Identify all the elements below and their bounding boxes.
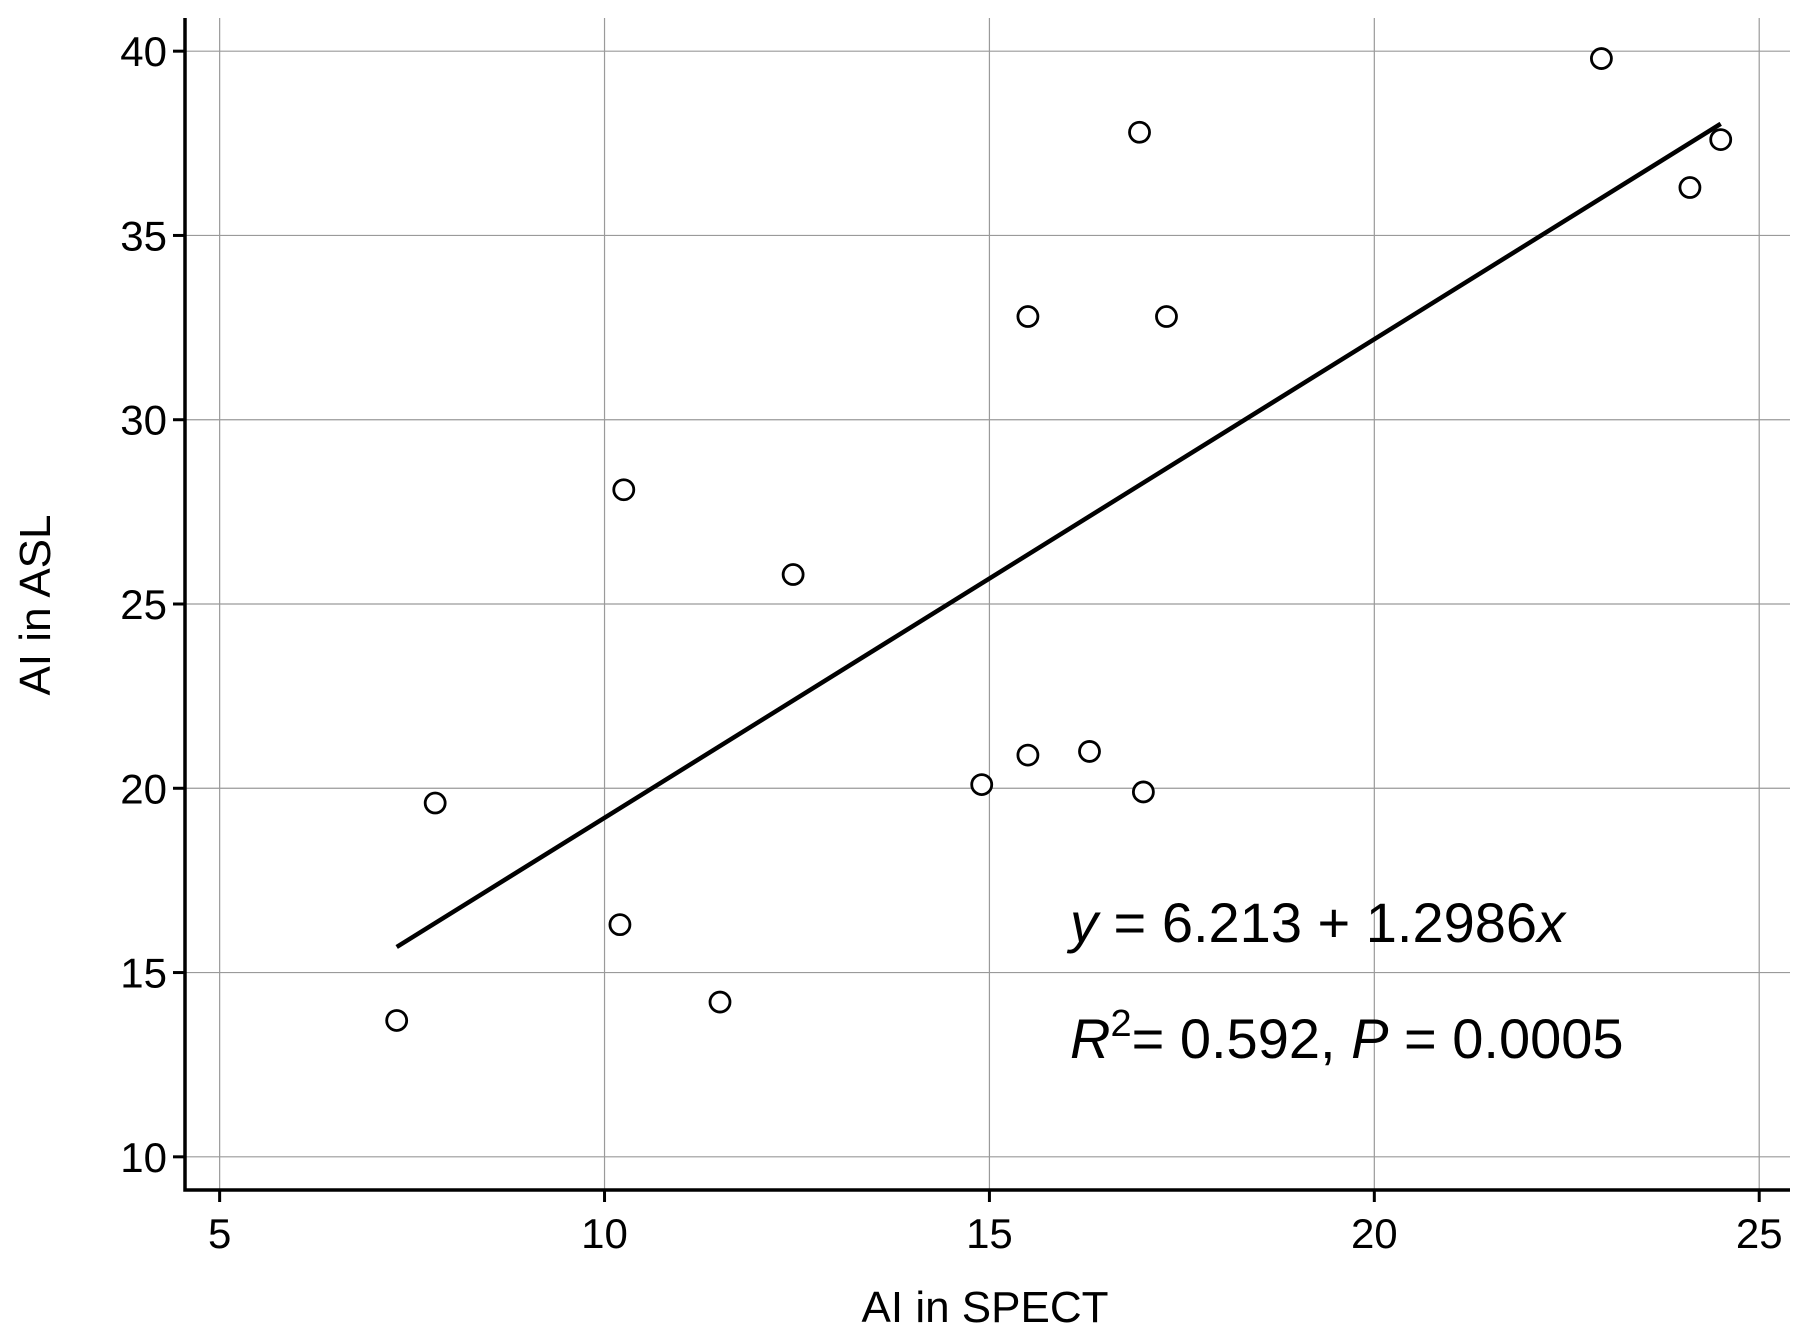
equation-body: = 6.213 + 1.2986 xyxy=(1098,891,1537,954)
data-point xyxy=(1709,128,1733,152)
stats-p-value: = 0.0005 xyxy=(1388,1007,1623,1070)
y-tick-label: 30 xyxy=(120,397,167,444)
data-point xyxy=(1078,740,1101,763)
grid xyxy=(185,18,1790,1190)
x-tick-label: 5 xyxy=(208,1210,231,1257)
ticks: 5 10 15 20 25 10 15 20 25 30 35 40 xyxy=(120,28,1782,1257)
data-point xyxy=(612,478,636,502)
stats-p-variable: P xyxy=(1351,1007,1388,1070)
x-axis-title: AI in SPECT xyxy=(862,1283,1109,1332)
x-tick-label: 15 xyxy=(966,1210,1013,1257)
data-point xyxy=(1131,780,1155,804)
data-points xyxy=(385,47,1733,1032)
data-point xyxy=(1678,176,1702,199)
y-tick-label: 40 xyxy=(120,28,167,75)
data-point xyxy=(608,913,632,937)
data-point xyxy=(385,1009,409,1032)
x-tick-label: 10 xyxy=(581,1210,628,1257)
x-tick-label: 20 xyxy=(1351,1210,1398,1257)
data-point xyxy=(1590,47,1613,70)
data-point xyxy=(1016,743,1040,767)
axis-frame xyxy=(183,18,1790,1192)
y-tick-label: 15 xyxy=(120,950,167,997)
x-tick-label: 25 xyxy=(1736,1210,1783,1257)
equation-x-variable: x xyxy=(1534,891,1567,954)
fit-line-group xyxy=(395,121,1722,949)
axes xyxy=(183,18,1790,1192)
regression-stats: R2= 0.592, P = 0.0005 xyxy=(1070,1003,1624,1070)
y-tick-label: 20 xyxy=(120,765,167,812)
stats-r-value: = 0.592, xyxy=(1132,1007,1352,1070)
y-tick-label: 35 xyxy=(120,212,167,259)
y-tick-label: 25 xyxy=(120,581,167,628)
data-point xyxy=(1016,305,1040,328)
stats-r-exponent: 2 xyxy=(1110,1003,1131,1045)
regression-equation: y = 6.213 + 1.2986x xyxy=(1066,891,1567,954)
data-point xyxy=(970,773,994,796)
stats-r-variable: R xyxy=(1070,1007,1110,1070)
data-point xyxy=(781,563,805,586)
equation-y-variable: y xyxy=(1066,891,1101,954)
y-axis-title: AI in ASL xyxy=(11,514,60,695)
data-point xyxy=(1128,120,1151,144)
data-point xyxy=(423,791,447,815)
data-point xyxy=(708,990,732,1014)
y-tick-label: 10 xyxy=(120,1134,167,1181)
regression-line xyxy=(395,121,1722,949)
data-point xyxy=(1155,305,1178,328)
